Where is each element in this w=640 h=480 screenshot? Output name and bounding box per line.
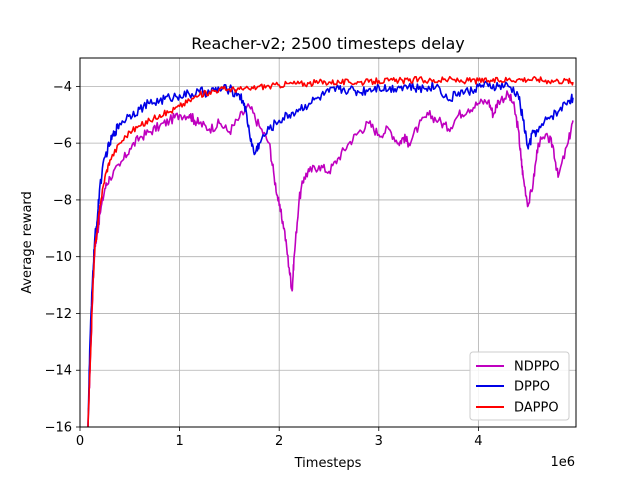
x-tick-label: 0: [76, 434, 84, 449]
y-tick-label: −10: [45, 250, 72, 265]
x-axis-ticks: 0 1 2 3 4: [76, 427, 483, 449]
x-tick-label: 4: [474, 434, 482, 449]
series-line-dppo: [87, 80, 574, 428]
y-tick-label: −4: [53, 80, 72, 95]
x-axis-label: Timesteps: [294, 456, 362, 471]
x-tick-label: 3: [375, 434, 383, 449]
legend-label-dppo: DPPO: [514, 380, 550, 395]
y-tick-label: −6: [53, 137, 72, 152]
legend: NDPPO DPPO DAPPO: [469, 351, 570, 421]
legend-label-dappo: DAPPO: [514, 401, 559, 416]
y-axis-ticks: −16 −14 −12 −10 −8 −6 −4: [45, 80, 80, 436]
series-lines: [87, 75, 574, 428]
y-axis-label: Average reward: [20, 191, 35, 294]
x-axis-offset-label: 1e6: [550, 455, 575, 470]
y-tick-label: −16: [45, 421, 72, 436]
x-tick-label: 2: [275, 434, 283, 449]
series-line-dappo: [87, 75, 574, 428]
legend-label-ndppo: NDPPO: [514, 360, 560, 375]
x-tick-label: 1: [175, 434, 183, 449]
plot-frame: [79, 57, 577, 428]
y-tick-label: −8: [53, 193, 72, 208]
series-line-ndppo: [87, 90, 574, 428]
chart-title: Reacher-v2; 2500 timesteps delay: [191, 34, 465, 53]
legend-box: [469, 351, 570, 421]
y-tick-label: −12: [45, 307, 72, 322]
y-tick-label: −14: [45, 364, 72, 379]
